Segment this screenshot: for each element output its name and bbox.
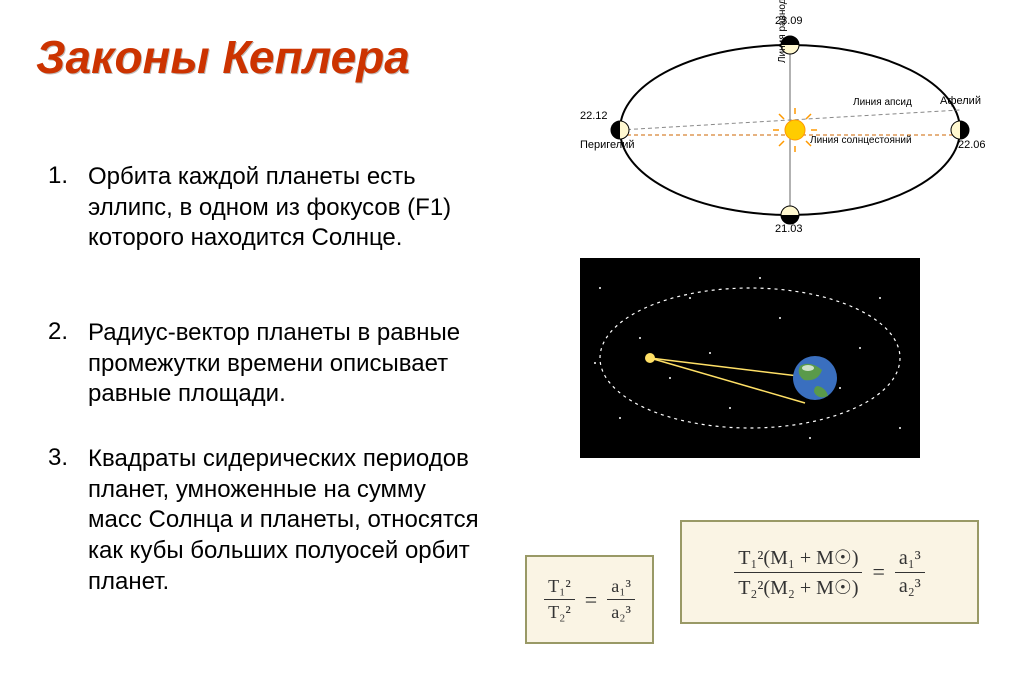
law-text-2: Радиус-вектор планеты в равные промежутк…	[88, 318, 483, 410]
diagram-label-left-date: 22.12	[580, 110, 608, 122]
law-number-3: 3.	[48, 444, 68, 472]
space-orbit-image	[580, 258, 920, 458]
law-text-3: Квадраты сидерических периодов планет, у…	[88, 444, 483, 598]
diagram-label-apsid: Линия апсид	[853, 97, 912, 108]
formula-small: T₁² T₂² = a₁³ a₂³	[525, 555, 654, 644]
formula-small-a1: a₁³	[607, 576, 635, 600]
formula-big-eq: =	[862, 559, 894, 585]
orbit-diagram: 23.09 21.03 22.12 Перигелий 22.06 Афелий…	[585, 15, 985, 235]
formula-small-t1: T₁²	[544, 576, 575, 600]
formula-big-t2: T₂²(M₂ + M☉)	[734, 573, 862, 600]
formula-big-a2: a₂³	[895, 573, 925, 598]
law-number-1: 1.	[48, 162, 68, 190]
diagram-label-equinox: Линия равноденствий	[777, 0, 788, 63]
page-title: Законы Кеплера	[36, 30, 410, 84]
diagram-label-left-name: Перигелий	[580, 139, 635, 151]
diagram-label-right-date: 22.06	[958, 139, 986, 151]
formula-big-a1: a₁³	[895, 547, 925, 573]
formula-small-t2: T₂²	[544, 600, 575, 623]
diagram-label-bottom: 21.03	[775, 223, 803, 235]
law-number-2: 2.	[48, 318, 68, 346]
formula-big: T₁²(M₁ + M☉) T₂²(M₂ + M☉) = a₁³ a₂³	[680, 520, 979, 624]
law-text-1: Орбита каждой планеты есть эллипс, в одн…	[88, 162, 483, 254]
diagram-label-solstice: Линия солнцестояний	[810, 135, 912, 146]
formula-big-t1: T₁²(M₁ + M☉)	[734, 545, 862, 573]
formula-small-eq: =	[575, 587, 607, 613]
formula-small-a2: a₂³	[607, 600, 635, 623]
diagram-label-right-name: Афелий	[940, 95, 981, 107]
